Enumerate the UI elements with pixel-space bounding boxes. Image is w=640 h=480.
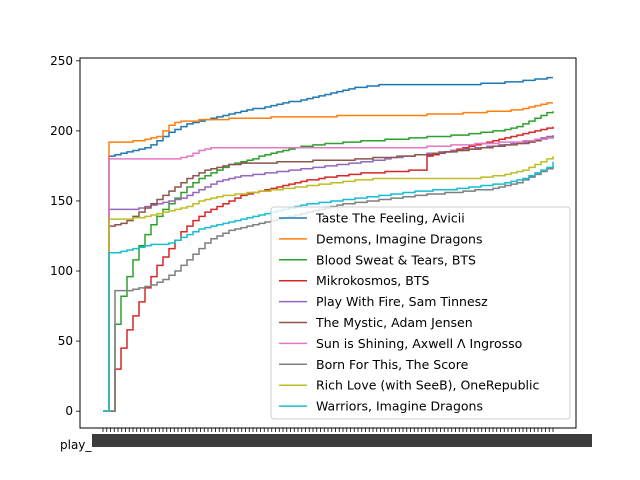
legend: Taste The Feeling, Avicii Demons, Imagine… bbox=[270, 206, 571, 420]
legend-label: Blood Sweat & Tears, BTS bbox=[316, 252, 476, 267]
x-tick-label-band bbox=[92, 434, 592, 447]
legend-label: Born For This, The Score bbox=[316, 357, 469, 372]
y-tick-label: 0 bbox=[65, 404, 73, 418]
legend-label: Mikrokosmos, BTS bbox=[316, 273, 429, 288]
legend-label: The Mystic, Adam Jensen bbox=[315, 315, 473, 330]
series-line bbox=[103, 156, 554, 412]
legend-label: Play With Fire, Sam Tinnesz bbox=[316, 294, 488, 309]
legend-label: Warriors, Imagine Dragons bbox=[316, 399, 483, 414]
x-axis: play_ bbox=[60, 428, 592, 452]
legend-label: Demons, Imagine Dragons bbox=[316, 231, 482, 246]
legend-box bbox=[270, 206, 571, 420]
plot-lines bbox=[103, 76, 554, 412]
series-line bbox=[103, 137, 553, 412]
legend-label: Sun is Shining, Axwell Λ Ingrosso bbox=[316, 336, 522, 351]
series-line bbox=[103, 136, 554, 412]
y-tick-label: 250 bbox=[50, 54, 73, 68]
y-tick-label: 50 bbox=[58, 334, 73, 348]
series-line bbox=[103, 76, 553, 412]
series-line bbox=[103, 161, 554, 412]
y-tick-label: 150 bbox=[50, 194, 73, 208]
x-tick-label: play_ bbox=[60, 438, 92, 452]
y-axis: 0 50 100 150 200 250 bbox=[50, 54, 80, 418]
legend-label: Rich Love (with SeeB), OneRepublic bbox=[316, 378, 539, 393]
y-tick-label: 100 bbox=[50, 264, 73, 278]
series-line bbox=[103, 102, 553, 412]
legend-label: Taste The Feeling, Avicii bbox=[315, 211, 465, 226]
y-tick-label: 200 bbox=[50, 124, 73, 138]
